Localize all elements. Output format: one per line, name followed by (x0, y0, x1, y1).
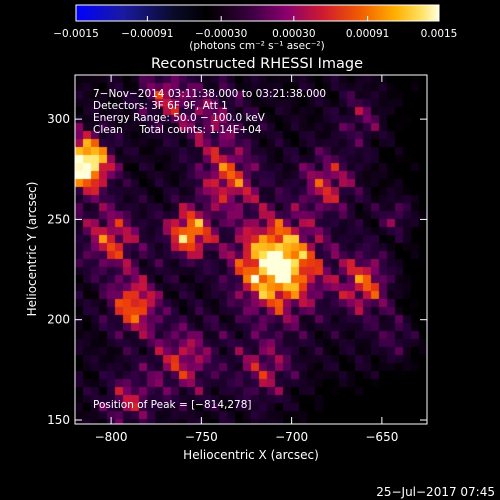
x-tick-label: −750 (185, 430, 218, 444)
x-axis-label: Heliocentric X (arcsec) (183, 448, 319, 462)
plot-frame (74, 74, 428, 425)
colorbar-frame (75, 4, 440, 22)
heatmap-image (75, 75, 427, 424)
annotation-energy-range: Energy Range: 50.0 − 100.0 keV (93, 112, 266, 124)
x-tick-label: −700 (275, 430, 308, 444)
colorbar-gradient (76, 5, 439, 21)
colorbar-tick-label: 0.00030 (272, 28, 315, 40)
x-axis: −800 −750 −700 −650 (95, 75, 398, 444)
annotation-clean-counts: Clean Total counts: 1.14E+04 (93, 124, 262, 136)
x-tick-label: −800 (95, 430, 128, 444)
x-tick-label: −650 (365, 430, 398, 444)
colorbar-tick-label: −0.0015 (53, 28, 99, 40)
colorbar-tick-label: 0.0015 (421, 28, 458, 40)
y-tick-label: 150 (47, 413, 70, 427)
annotation-detectors: Detectors: 3F 6F 9F, Att 1 (93, 100, 228, 112)
y-tick-label: 200 (47, 313, 70, 327)
y-tick-label: 250 (47, 212, 70, 226)
colorbar-tick-label: −0.00091 (121, 28, 173, 40)
y-axis: 150 200 250 300 (47, 112, 427, 427)
colorbar-tick-label: 0.00091 (346, 28, 389, 40)
colorbar-unit-label: (photons cm⁻² s⁻¹ asec⁻²) (189, 40, 324, 52)
heatmap-container (75, 75, 427, 424)
colorbar-ticks: −0.0015 −0.00091 −0.00030 0.00030 0.00091 0.0… (53, 16, 457, 40)
y-tick-label: 300 (47, 112, 70, 126)
chart-title: Reconstructed RHESSI Image (151, 56, 363, 72)
footer-timestamp: 25−Jul−2017 07:45 (376, 485, 495, 499)
annotation-block: 7−Nov−2014 03:11:38.000 to 03:21:38.000 … (93, 88, 326, 136)
annotation-time-range: 7−Nov−2014 03:11:38.000 to 03:21:38.000 (93, 88, 326, 100)
colorbar-tick-label: −0.00030 (195, 28, 247, 40)
peak-position-label: Position of Peak = [−814,278] (93, 399, 252, 411)
colorbar: −0.0015 −0.00091 −0.00030 0.00030 0.00091 0.0… (53, 4, 457, 52)
y-axis-label: Heliocentric Y (arcsec) (25, 182, 39, 317)
